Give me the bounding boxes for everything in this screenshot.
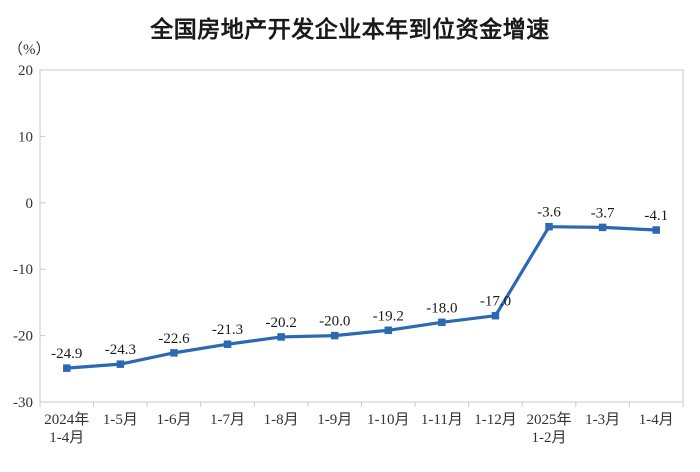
y-tick-label: 20 [18, 63, 33, 79]
x-tick-label: 1-11月 [421, 412, 463, 428]
x-tick-label: 1-8月 [264, 412, 299, 428]
data-point-label: -3.6 [537, 205, 561, 221]
data-point-label: -21.3 [212, 322, 243, 338]
x-tick-label: 2024年 1-4月 [44, 411, 89, 446]
y-tick-label: -10 [13, 262, 33, 278]
data-point-marker [277, 333, 285, 341]
trend-line [66, 225, 657, 370]
data-point-label: -24.9 [51, 346, 82, 362]
data-point-label: -20.2 [266, 315, 297, 331]
data-point-marker [223, 340, 232, 348]
data-point-marker [545, 222, 553, 231]
y-tick-label: -20 [13, 329, 33, 345]
x-tick-label: 2025年 1-2月 [527, 411, 572, 446]
data-point-marker [491, 311, 500, 320]
data-point-marker [438, 318, 446, 327]
x-tick-label: 1-12月 [474, 412, 517, 428]
data-point-label: -4.1 [644, 208, 668, 224]
data-point-label: -18.0 [426, 300, 457, 316]
data-point-marker [598, 223, 607, 232]
x-tick-label: 1-10月 [367, 412, 410, 428]
data-point-marker [116, 360, 125, 368]
x-tick-label: 1-7月 [210, 412, 245, 428]
data-point-label: -3.7 [591, 205, 615, 221]
data-point-marker [170, 349, 178, 357]
y-axis-unit-label: （%） [8, 42, 51, 58]
y-tick-label: -30 [13, 395, 33, 411]
data-point-label: -24.3 [105, 342, 136, 358]
data-point-marker [63, 364, 71, 372]
x-tick-label: 1-5月 [103, 412, 138, 428]
y-tick-label: 0 [26, 196, 34, 212]
y-tick-label: 10 [18, 129, 33, 145]
data-point-label: -22.6 [158, 331, 190, 347]
data-point-marker [652, 226, 660, 234]
x-tick-label: 1-9月 [317, 412, 352, 428]
data-point-marker [330, 331, 339, 340]
x-tick-label: 1-6月 [156, 412, 191, 428]
chart-title: 全国房地产开发企业本年到位资金增速 [150, 16, 550, 42]
data-point-marker [384, 326, 393, 335]
data-point-label: -20.0 [319, 314, 350, 330]
data-point-label: -17.0 [480, 294, 511, 310]
plot-border [39, 69, 684, 403]
x-tick-label: 1-4月 [639, 412, 674, 428]
x-tick-label: 1-3月 [585, 412, 620, 428]
data-point-label: -19.2 [373, 308, 404, 324]
